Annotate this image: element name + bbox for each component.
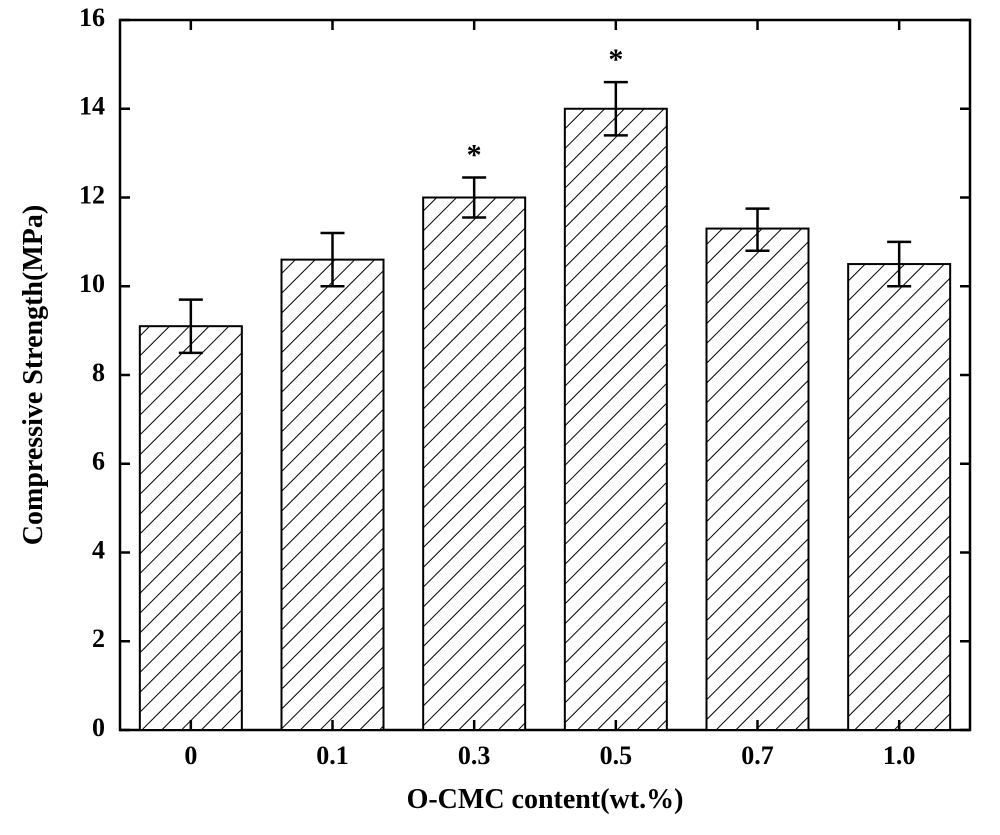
x-tick-label: 0.1 [316,741,349,770]
y-axis-label: Compressive Strength(MPa) [18,205,49,545]
y-tick-label: 14 [79,92,105,121]
chart-svg: 0 2 4 6 8 10 12 14 16 0 0.1 * 0.3 * 0.5 0.7 1.0 O-CMC con… [0,0,1000,835]
y-tick-label: 4 [92,535,105,564]
x-tick-label: 0.5 [600,741,633,770]
bar [707,229,809,730]
bar [140,326,242,730]
significance-marker: * [467,139,482,172]
x-tick-label: 1.0 [883,741,916,770]
x-tick-label: 0.7 [741,741,774,770]
y-tick-label: 16 [79,3,105,32]
bar [848,264,950,730]
y-tick-label: 12 [79,180,105,209]
bar-chart: 0 2 4 6 8 10 12 14 16 0 0.1 * 0.3 * 0.5 0.7 1.0 O-CMC con… [0,0,1000,835]
significance-marker: * [608,43,623,76]
y-tick-label: 10 [79,269,105,298]
x-axis-label: O-CMC content(wt.%) [407,784,684,815]
y-tick-label: 8 [92,358,105,387]
bar [565,109,667,730]
y-tick-label: 6 [92,447,105,476]
y-tick-label: 0 [92,713,105,742]
bar [282,260,384,730]
y-tick-label: 2 [92,624,105,653]
bar [423,198,525,731]
x-tick-label: 0 [184,741,197,770]
x-tick-label: 0.3 [458,741,491,770]
